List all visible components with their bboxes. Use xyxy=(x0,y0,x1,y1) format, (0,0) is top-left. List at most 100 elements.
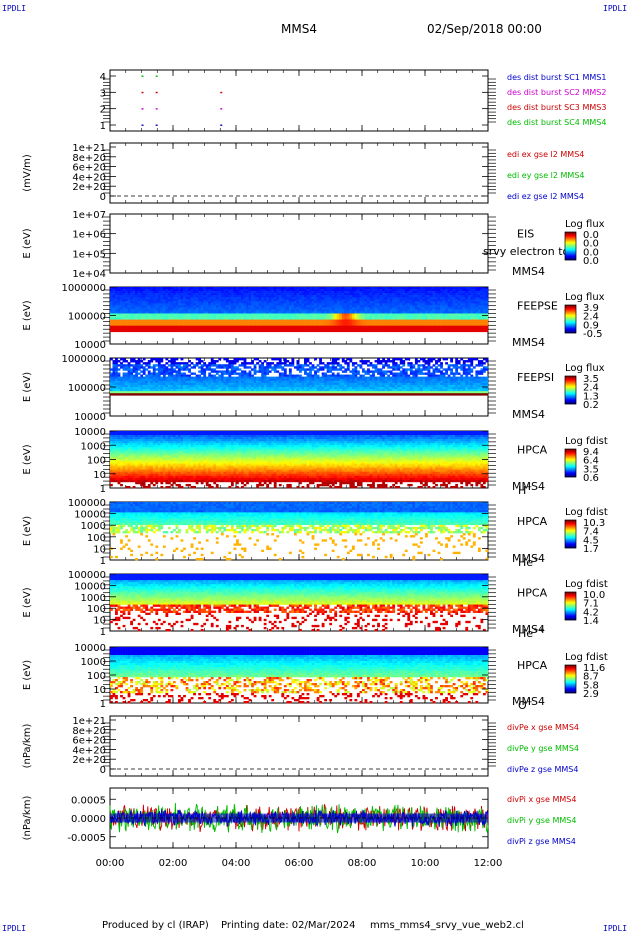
spectrogram-cell xyxy=(137,321,141,324)
spectrogram-cell xyxy=(155,309,159,312)
spectrogram-cell xyxy=(485,305,489,308)
spectrogram-cell xyxy=(130,376,133,380)
spectrogram-cell xyxy=(407,309,411,312)
spectrogram-cell xyxy=(369,317,373,320)
spectrogram-cell xyxy=(266,366,270,369)
spectrogram-cell xyxy=(341,303,345,306)
spectrogram-cell xyxy=(248,387,252,390)
spectrogram-cell xyxy=(140,380,144,384)
spectrogram-cell xyxy=(367,299,370,302)
spectrogram-cell xyxy=(238,305,242,308)
spectrogram-cell xyxy=(263,305,267,308)
spectrogram-cell xyxy=(412,325,416,329)
spectrogram-cell xyxy=(173,329,176,333)
colorbar-band xyxy=(565,252,576,254)
spectrogram-cell xyxy=(288,380,292,384)
spectrogram-cell xyxy=(233,289,237,292)
spectrogram-cell xyxy=(372,315,375,318)
spectrogram-cell xyxy=(362,299,365,302)
spectrogram-cell xyxy=(425,317,428,320)
spectrogram-cell xyxy=(238,368,242,371)
spectrogram-cell xyxy=(183,309,186,312)
spectrogram-cell xyxy=(165,393,169,396)
spectrogram-cell xyxy=(238,287,242,290)
spectrogram-cell xyxy=(472,329,476,333)
spectrogram-cell xyxy=(130,372,133,375)
spectrogram-cell xyxy=(288,374,292,377)
spectrogram-cell xyxy=(218,293,222,296)
spectrogram-cell xyxy=(110,313,113,316)
spectrogram-cell xyxy=(241,378,244,382)
burst-ytick-label: 1 xyxy=(100,121,106,132)
spectrogram-cell xyxy=(394,291,398,294)
spectrogram-cell xyxy=(435,293,438,296)
spectrogram-cell xyxy=(170,315,174,318)
spectrogram-cell xyxy=(213,307,217,310)
spectrogram-cell xyxy=(198,305,202,308)
spectrogram-cell xyxy=(190,389,194,392)
spectrogram-cell xyxy=(283,303,287,306)
spectrogram-cell xyxy=(382,329,385,333)
spectrogram-cell xyxy=(377,327,380,331)
spectrogram-cell xyxy=(447,301,451,304)
spectrogram-cell xyxy=(142,327,146,331)
spectrogram-cell xyxy=(115,297,118,300)
spectrogram-cell xyxy=(115,368,118,371)
spectrogram-cell xyxy=(140,313,144,316)
spectrogram-cell xyxy=(372,299,375,302)
spectrogram-cell xyxy=(233,297,237,300)
spectrogram-cell xyxy=(268,378,272,382)
spectrogram-cell xyxy=(256,305,259,308)
spectrogram-cell xyxy=(316,317,320,320)
spectrogram-cell xyxy=(215,393,219,396)
spectrogram-cell xyxy=(253,313,257,316)
spectrogram-cell xyxy=(356,305,360,308)
spectrogram-cell xyxy=(273,291,277,294)
spectrogram-cell xyxy=(419,315,423,318)
spectrogram-cell xyxy=(165,323,169,326)
spectrogram-cell xyxy=(188,387,191,390)
spectrogram-cell xyxy=(392,311,396,314)
spectrogram-cell xyxy=(167,309,171,312)
spectrogram-cell xyxy=(379,317,383,320)
spectrogram-cell xyxy=(208,366,212,369)
spectrogram-cell xyxy=(435,313,438,316)
spectrogram-cell xyxy=(372,291,375,294)
spectrogram-cell xyxy=(291,291,295,294)
spectrogram-cell xyxy=(389,313,393,316)
spectrogram-cell xyxy=(175,305,179,308)
spectrogram-cell xyxy=(243,376,247,380)
spectrogram-cell xyxy=(147,297,151,300)
spectrogram-cell xyxy=(132,325,136,329)
spectrogram-cell xyxy=(223,299,227,302)
spectrogram-cell xyxy=(228,364,232,367)
spectrogram-cell xyxy=(477,329,481,333)
spectrogram-cell xyxy=(283,313,287,316)
spectrogram-cell xyxy=(392,295,396,298)
spectrogram-cell xyxy=(404,295,408,298)
spectrogram-cell xyxy=(304,364,307,367)
spectrogram-cell xyxy=(198,299,202,302)
spectrogram-cell xyxy=(173,370,176,373)
spectrogram-cell xyxy=(223,293,227,296)
spectrogram-cell xyxy=(485,315,489,318)
spectrogram-cell xyxy=(447,317,451,320)
spectrogram-cell xyxy=(243,295,247,298)
spectrogram-cell xyxy=(223,327,227,331)
spectrogram-cell xyxy=(120,364,123,367)
spectrogram-cell xyxy=(440,311,443,314)
spectrogram-cell xyxy=(200,303,204,306)
spectrogram-cell xyxy=(397,307,401,310)
spectrogram-cell xyxy=(112,325,116,329)
spectrogram-cell xyxy=(162,384,166,388)
spectrogram-cell xyxy=(198,358,202,361)
spectrogram-cell xyxy=(243,387,247,390)
spectrogram-cell xyxy=(130,360,133,363)
spectrogram-cell xyxy=(377,299,380,302)
spectrogram-cell xyxy=(167,289,171,292)
spectrogram-cell xyxy=(142,325,146,329)
spectrogram-cell xyxy=(225,311,229,314)
spectrogram-cell xyxy=(112,301,116,304)
spectrogram-cell xyxy=(437,291,441,294)
spectrogram-cell xyxy=(329,329,333,333)
